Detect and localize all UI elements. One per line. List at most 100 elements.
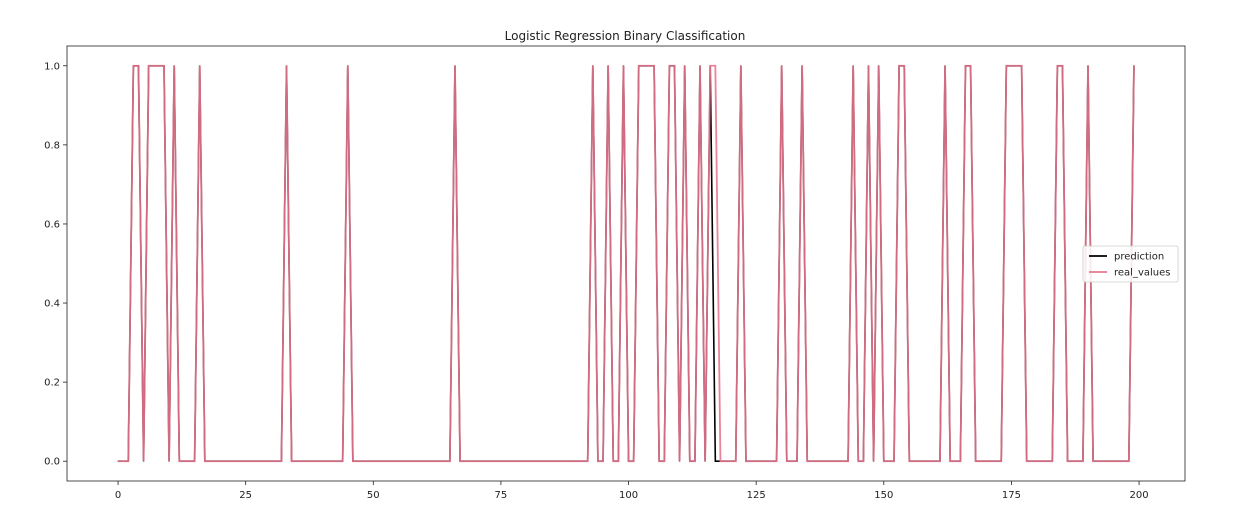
data-point-real_values bbox=[1087, 65, 1089, 67]
data-point-real_values bbox=[1021, 65, 1023, 67]
data-point-real_values bbox=[168, 460, 170, 462]
data-point-real_values bbox=[423, 460, 425, 462]
data-point-real_values bbox=[949, 460, 951, 462]
data-point-real_values bbox=[1026, 460, 1028, 462]
data-point-real_values bbox=[699, 65, 701, 67]
data-point-real_values bbox=[142, 460, 145, 462]
data-point-real_values bbox=[393, 460, 395, 462]
data-point-real_values bbox=[520, 460, 522, 462]
y-tick-label: 0.8 bbox=[44, 140, 60, 151]
data-point-real_values bbox=[214, 460, 216, 462]
data-point-real_values bbox=[158, 65, 160, 67]
data-point-real_values bbox=[1082, 460, 1084, 462]
data-point-real_values bbox=[209, 460, 211, 462]
data-point-real_values bbox=[816, 460, 819, 462]
data-point-real_values bbox=[301, 460, 303, 462]
legend-label-prediction: prediction bbox=[1114, 252, 1164, 263]
data-point-real_values bbox=[888, 460, 890, 462]
data-point-real_values bbox=[643, 65, 645, 67]
data-point-real_values bbox=[357, 460, 359, 462]
x-tick-label: 25 bbox=[239, 490, 252, 501]
data-point-real_values bbox=[541, 460, 543, 462]
data-point-real_values bbox=[1112, 460, 1115, 462]
data-point-real_values bbox=[770, 460, 773, 462]
data-point-real_values bbox=[316, 460, 318, 462]
data-point-real_values bbox=[219, 460, 221, 462]
data-point-real_values bbox=[204, 460, 206, 462]
data-point-real_values bbox=[127, 460, 129, 462]
data-point-real_values bbox=[1133, 65, 1135, 67]
data-point-real_values bbox=[1046, 460, 1048, 462]
data-point-real_values bbox=[898, 65, 900, 67]
data-point-real_values bbox=[740, 65, 742, 67]
data-point-real_values bbox=[132, 65, 134, 67]
data-point-real_values bbox=[525, 460, 528, 462]
data-point-real_values bbox=[796, 460, 798, 462]
data-point-real_values bbox=[944, 65, 946, 67]
data-point-real_values bbox=[633, 460, 635, 462]
data-point-real_values bbox=[311, 460, 313, 462]
x-tick-label: 0 bbox=[115, 490, 121, 501]
y-tick-label: 0.4 bbox=[44, 299, 60, 310]
data-point-real_values bbox=[684, 65, 686, 67]
data-point-real_values bbox=[239, 460, 242, 462]
data-point-real_values bbox=[602, 460, 604, 462]
data-point-real_values bbox=[336, 460, 339, 462]
data-point-real_values bbox=[801, 65, 803, 67]
plot-area bbox=[117, 64, 1135, 463]
data-point-real_values bbox=[842, 460, 844, 462]
data-point-real_values bbox=[326, 460, 328, 462]
data-point-real_values bbox=[1118, 460, 1120, 462]
data-point-real_values bbox=[786, 460, 788, 462]
data-point-real_values bbox=[806, 460, 808, 462]
data-point-real_values bbox=[1041, 460, 1043, 462]
data-point-real_values bbox=[704, 460, 706, 462]
data-point-real_values bbox=[617, 460, 619, 462]
data-point-real_values bbox=[469, 460, 471, 462]
data-point-real_values bbox=[194, 460, 196, 462]
data-point-real_values bbox=[479, 460, 482, 462]
data-point-real_values bbox=[408, 460, 410, 462]
data-point-real_values bbox=[234, 460, 237, 462]
data-point-real_values bbox=[148, 65, 150, 67]
data-point-real_values bbox=[245, 460, 247, 462]
data-point-real_values bbox=[791, 460, 793, 462]
data-point-real_values bbox=[536, 460, 538, 462]
data-point-real_values bbox=[255, 460, 257, 462]
data-point-real_values bbox=[485, 460, 487, 462]
data-point-real_values bbox=[985, 460, 987, 462]
data-point-real_values bbox=[352, 460, 354, 462]
x-tick-label: 150 bbox=[874, 490, 893, 501]
data-point-real_values bbox=[1066, 460, 1069, 462]
data-point-real_values bbox=[1102, 460, 1104, 462]
x-tick-label: 75 bbox=[495, 490, 508, 501]
data-point-real_values bbox=[1000, 460, 1002, 462]
data-point-real_values bbox=[418, 460, 420, 462]
data-point-real_values bbox=[694, 460, 696, 462]
data-point-real_values bbox=[1005, 65, 1007, 67]
data-point-real_values bbox=[561, 460, 563, 462]
data-point-real_values bbox=[1072, 460, 1074, 462]
data-point-real_values bbox=[495, 460, 497, 462]
data-point-real_values bbox=[280, 460, 283, 462]
data-point-real_values bbox=[872, 460, 875, 462]
data-point-real_values bbox=[668, 65, 670, 67]
data-point-prediction bbox=[714, 460, 716, 462]
data-point-real_values bbox=[224, 460, 226, 462]
data-point-real_values bbox=[781, 65, 783, 67]
data-point-real_values bbox=[117, 460, 119, 462]
data-point-real_values bbox=[735, 460, 737, 462]
series-real_values bbox=[117, 64, 1135, 463]
x-tick-label: 50 bbox=[367, 490, 380, 501]
data-point-real_values bbox=[709, 65, 711, 67]
chart-title: Logistic Regression Binary Classificatio… bbox=[505, 29, 746, 43]
y-tick-label: 0.0 bbox=[44, 457, 60, 468]
x-tick-label: 125 bbox=[747, 490, 766, 501]
data-point-real_values bbox=[883, 460, 885, 462]
data-point-real_values bbox=[903, 65, 905, 67]
y-tick-label: 0.2 bbox=[44, 378, 60, 389]
data-point-real_values bbox=[285, 65, 288, 67]
data-point-real_values bbox=[867, 65, 870, 67]
data-point-real_values bbox=[530, 460, 533, 462]
data-point-real_values bbox=[924, 460, 926, 462]
